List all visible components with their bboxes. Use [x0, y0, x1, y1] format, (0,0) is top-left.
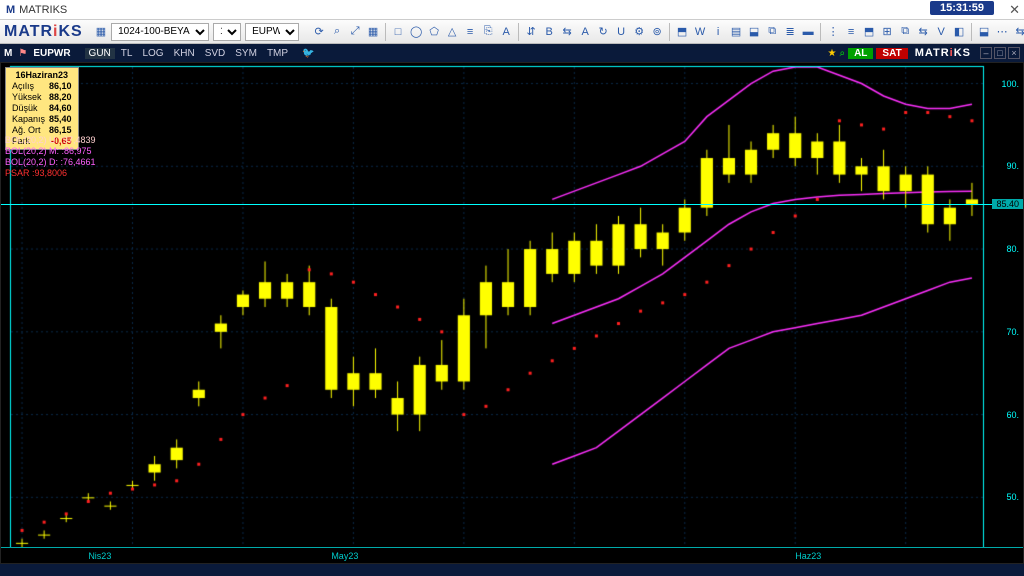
chart-area[interactable]: 16Haziran23 Açılış86,10Yüksek88,20Düşük8… — [0, 62, 1024, 564]
toolbar-icon-17[interactable]: ⚙ — [631, 24, 647, 40]
ytick: 70. — [1006, 327, 1019, 337]
search-icon[interactable]: ⌕ — [839, 48, 845, 59]
toolbar-icon-5[interactable]: ◯ — [408, 24, 424, 40]
toolbar-icon-15[interactable]: ↻ — [595, 24, 611, 40]
ytick: 100. — [1001, 79, 1019, 89]
chart-brand: MATRiKS — [915, 47, 971, 59]
brand-logo: MATRiKS — [4, 23, 83, 41]
toolbar-icon-12[interactable]: B — [541, 24, 557, 40]
buy-button[interactable]: AL — [848, 48, 873, 59]
toolbar-icon-34[interactable]: ◧ — [951, 24, 967, 40]
app-window: M MATRIKS 15:31:59 ✕ MATRiKS ▦ 1024-100-… — [0, 0, 1024, 576]
toolbar-icon-9[interactable]: ⎘ — [480, 24, 496, 40]
mode-gun[interactable]: GUN — [85, 48, 115, 59]
chart-m-icon: M — [4, 48, 12, 59]
app-logo-icon: M — [6, 4, 15, 16]
toolbar-icon-36[interactable]: ⋯ — [994, 24, 1010, 40]
ytick: 50. — [1006, 492, 1019, 502]
last-price-line — [1, 204, 1023, 205]
toolbar-icon-28[interactable]: ≡ — [843, 24, 859, 40]
toolbar-icon-11[interactable]: ⇵ — [523, 24, 539, 40]
toolbar-icon-4[interactable]: □ — [390, 24, 406, 40]
sell-button[interactable]: SAT — [876, 48, 907, 59]
indicator-legend: BOL(20,2) U: :97,4839BOL(20,2) M: :86,97… — [5, 135, 96, 179]
toolbar-icon-21[interactable]: i — [710, 24, 726, 40]
period-select[interactable]: 1 — [213, 23, 241, 41]
panel-window-buttons: ‒ □ × — [980, 47, 1020, 59]
max-icon[interactable]: □ — [994, 47, 1006, 59]
grid-icon[interactable]: ▦ — [95, 24, 107, 40]
toolbar-icon-0[interactable]: ⟳ — [311, 24, 327, 40]
ytick: 80. — [1006, 244, 1019, 254]
toolbar-icon-27[interactable]: ⋮ — [825, 24, 841, 40]
chart-symbol: EUPWR — [33, 48, 70, 59]
layout-select[interactable]: 1024-100-BEYA — [111, 23, 209, 41]
toolbar-icon-22[interactable]: ▤ — [728, 24, 744, 40]
toolbar-icon-33[interactable]: V — [933, 24, 949, 40]
toolbar-icon-18[interactable]: ⊚ — [649, 24, 665, 40]
toolbar-icon-24[interactable]: ⧉ — [764, 24, 780, 40]
xtick: Haz23 — [795, 551, 821, 561]
toolbar-icons: ⟳⌕⤢▦□◯⬠△≡⎘A⇵B⇆A↻U⚙⊚⬒Wi▤⬓⧉≣▬⋮≡⬒⊞⧉⇆V◧⬓⋯⇆∿⇵… — [311, 23, 1024, 41]
toolbar-icon-3[interactable]: ▦ — [365, 24, 381, 40]
toolbar-icon-30[interactable]: ⊞ — [879, 24, 895, 40]
main-toolbar: MATRiKS ▦ 1024-100-BEYA 1 EUPWR ⟳⌕⤢▦□◯⬠△… — [0, 20, 1024, 44]
toolbar-icon-26[interactable]: ▬ — [800, 24, 816, 40]
app-title: MATRIKS — [19, 4, 67, 16]
ytick: 90. — [1006, 161, 1019, 171]
toolbar-icon-35[interactable]: ⬓ — [976, 24, 992, 40]
mode-svd[interactable]: SVD — [201, 48, 230, 59]
ytick: 60. — [1006, 410, 1019, 420]
last-price-tag: 85.40 — [992, 199, 1023, 209]
clock: 15:31:59 — [930, 1, 994, 15]
toolbar-icon-14[interactable]: A — [577, 24, 593, 40]
toolbar-icon-19[interactable]: ⬒ — [674, 24, 690, 40]
toolbar-icon-37[interactable]: ⇆ — [1012, 24, 1024, 40]
status-bar — [0, 564, 1024, 576]
toolbar-icon-25[interactable]: ≣ — [782, 24, 798, 40]
toolbar-icon-20[interactable]: W — [692, 24, 708, 40]
toolbar-icon-10[interactable]: A — [498, 24, 514, 40]
chart-canvas[interactable] — [1, 63, 1023, 563]
toolbar-icon-23[interactable]: ⬓ — [746, 24, 762, 40]
toolbar-icon-1[interactable]: ⌕ — [329, 24, 345, 40]
flag-icon: ⚑ — [18, 48, 27, 59]
toolbar-icon-16[interactable]: U — [613, 24, 629, 40]
mode-tl[interactable]: TL — [117, 48, 137, 59]
close-icon[interactable]: ✕ — [1009, 2, 1020, 18]
chart-toolbar: M ⚑ EUPWR GUNTLLOGKHNSVDSYMTMP 🐦 ★ ⌕ AL … — [0, 44, 1024, 62]
mode-tmp[interactable]: TMP — [263, 48, 292, 59]
toolbar-icon-7[interactable]: △ — [444, 24, 460, 40]
toolbar-icon-6[interactable]: ⬠ — [426, 24, 442, 40]
x-axis: Nis23 May23 Haz23 — [1, 547, 1023, 563]
title-bar: M MATRIKS 15:31:59 ✕ — [0, 0, 1024, 20]
info-date: 16Haziran23 — [10, 70, 74, 81]
tweet-icon[interactable]: 🐦 — [302, 48, 314, 59]
toolbar-icon-32[interactable]: ⇆ — [915, 24, 931, 40]
mode-sym[interactable]: SYM — [231, 48, 261, 59]
toolbar-icon-2[interactable]: ⤢ — [347, 24, 363, 40]
mode-khn[interactable]: KHN — [170, 48, 199, 59]
mode-log[interactable]: LOG — [138, 48, 167, 59]
toolbar-icon-31[interactable]: ⧉ — [897, 24, 913, 40]
min-icon[interactable]: ‒ — [980, 47, 992, 59]
chart-mode-buttons: GUNTLLOGKHNSVDSYMTMP — [85, 48, 293, 59]
symbol-select[interactable]: EUPWR — [245, 23, 299, 41]
toolbar-icon-8[interactable]: ≡ — [462, 24, 478, 40]
toolbar-icon-13[interactable]: ⇆ — [559, 24, 575, 40]
y-axis: 50. 60. 70. 80. 90. 100. — [983, 63, 1023, 563]
toolbar-icon-29[interactable]: ⬒ — [861, 24, 877, 40]
xtick: May23 — [331, 551, 358, 561]
x-icon[interactable]: × — [1008, 47, 1020, 59]
star-icon[interactable]: ★ — [828, 48, 837, 59]
xtick: Nis23 — [88, 551, 111, 561]
